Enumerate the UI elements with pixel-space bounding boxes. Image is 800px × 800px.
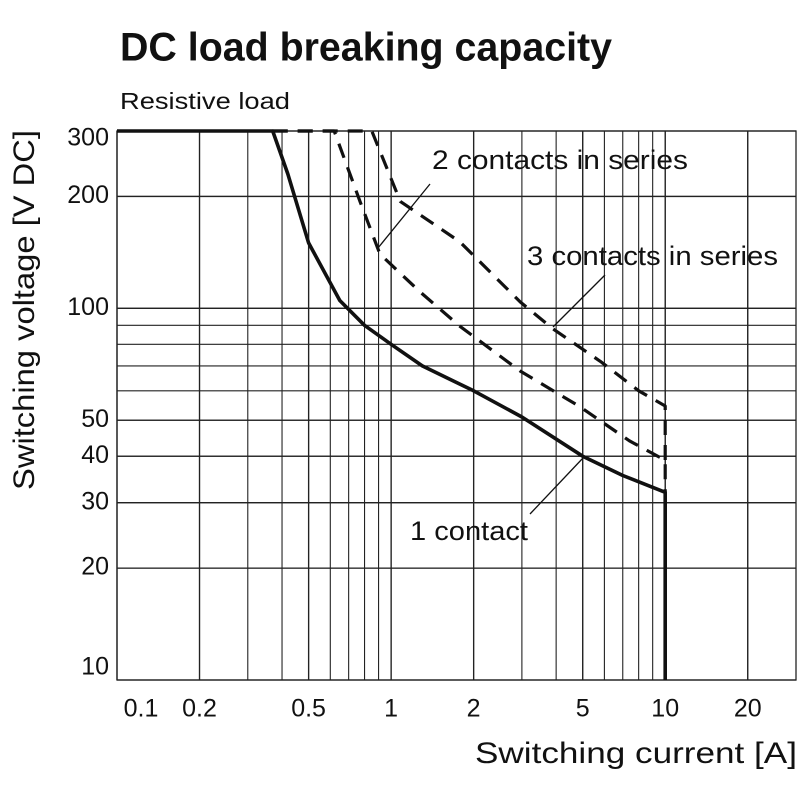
x-tick-label: 10 — [651, 695, 679, 723]
x-tick-label: 5 — [576, 695, 590, 723]
x-tick-label: 0.5 — [291, 695, 326, 723]
y-axis-label: Switching voltage [V DC] — [8, 130, 41, 490]
x-tick-label: 20 — [734, 695, 762, 723]
x-tick-label: 2 — [467, 695, 481, 723]
x-tick-label: 0.2 — [182, 695, 217, 723]
series-line — [117, 129, 667, 680]
leader-line — [552, 274, 606, 328]
chart-title: DC load breaking capacity — [120, 26, 613, 70]
leader-line — [377, 183, 431, 249]
y-tick-label: 10 — [81, 653, 109, 681]
x-axis-label: Switching current [A] — [475, 737, 797, 770]
y-tick-label: 30 — [81, 487, 109, 515]
y-tick-label: 50 — [81, 405, 109, 433]
y-tick-label: 20 — [81, 553, 109, 581]
chart-subtitle: Resistive load — [120, 88, 290, 114]
series-line — [272, 129, 667, 493]
series-label: 2 contacts in series — [432, 145, 688, 175]
y-tick-label: 100 — [67, 293, 109, 321]
series-label: 3 contacts in series — [527, 241, 778, 271]
series-line — [272, 129, 667, 461]
series-label: 1 contact — [410, 516, 529, 546]
y-tick-label: 300 — [67, 124, 109, 152]
leader-line — [529, 457, 584, 515]
y-tick-label: 200 — [67, 181, 109, 209]
x-tick-label: 0.1 — [124, 695, 159, 723]
x-tick-label: 1 — [384, 695, 398, 723]
plot-frame — [116, 130, 797, 681]
y-tick-label: 40 — [81, 441, 109, 469]
